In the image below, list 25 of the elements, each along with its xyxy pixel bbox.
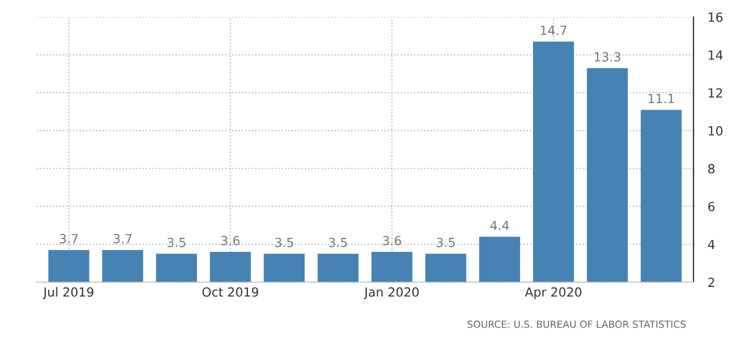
x-tick-label: Apr 2020 bbox=[524, 287, 582, 300]
y-tick-label: 10 bbox=[708, 126, 722, 136]
y-tick-label: 8 bbox=[708, 164, 714, 174]
data-label: 3.5 bbox=[436, 238, 455, 248]
data-label: 3.7 bbox=[60, 234, 78, 244]
data-label: 3.6 bbox=[221, 236, 240, 246]
data-label: 3.5 bbox=[275, 238, 294, 248]
data-label: 3.5 bbox=[329, 238, 347, 248]
y-tick-label: 6 bbox=[708, 202, 715, 212]
x-tick-label: Oct 2019 bbox=[202, 287, 258, 297]
y-tick-label: 2 bbox=[708, 278, 714, 287]
x-tick-label: Jul 2019 bbox=[42, 287, 94, 300]
data-label: 3.7 bbox=[114, 234, 132, 244]
data-label: 4.4 bbox=[490, 220, 509, 230]
data-label: 14.7 bbox=[540, 26, 566, 35]
data-label: 13.3 bbox=[594, 52, 620, 62]
data-label: 11.1 bbox=[648, 94, 674, 104]
data-label: 3.6 bbox=[382, 236, 402, 246]
y-tick-label: 14 bbox=[708, 50, 723, 60]
y-tick-label: 16 bbox=[708, 12, 723, 22]
y-tick-label: 4 bbox=[708, 240, 715, 250]
data-label: 3.5 bbox=[168, 238, 186, 248]
x-tick-label: Jan 2020 bbox=[364, 287, 419, 300]
source-note: SOURCE: U.S. BUREAU OF LABOR STATISTICS bbox=[468, 320, 686, 328]
y-tick-label: 12 bbox=[708, 88, 722, 98]
